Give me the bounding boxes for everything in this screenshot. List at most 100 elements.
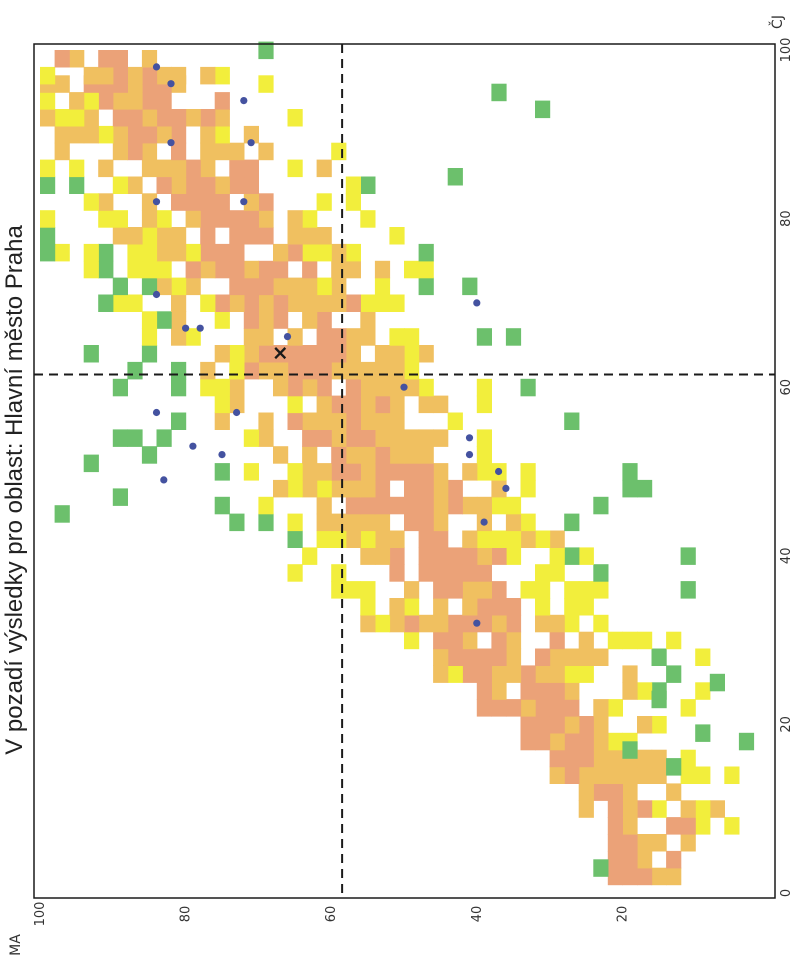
heatmap-cell bbox=[389, 446, 405, 464]
heatmap-cell bbox=[214, 142, 230, 161]
heatmap-cell bbox=[69, 92, 85, 110]
heatmap-cell bbox=[360, 176, 376, 194]
heatmap-cell bbox=[258, 294, 274, 312]
heatmap-cell bbox=[447, 648, 463, 666]
heatmap-cell bbox=[345, 513, 361, 532]
heatmap-cell bbox=[389, 496, 405, 515]
heatmap-cell bbox=[505, 513, 522, 532]
data-point bbox=[247, 139, 255, 147]
heatmap-cell bbox=[331, 361, 347, 380]
data-point bbox=[167, 80, 175, 88]
heatmap-cell bbox=[578, 648, 594, 666]
heatmap-cell bbox=[564, 581, 580, 599]
heatmap-cell bbox=[40, 159, 56, 178]
heatmap-cell bbox=[141, 92, 158, 110]
heatmap-cell bbox=[651, 766, 667, 784]
heatmap-cell bbox=[374, 378, 391, 397]
heatmap-cell bbox=[505, 648, 522, 666]
heatmap-cell bbox=[98, 243, 114, 262]
heatmap-cell bbox=[578, 581, 594, 599]
heatmap-cell bbox=[622, 631, 638, 650]
heatmap-cell bbox=[680, 834, 696, 852]
heatmap-cell bbox=[360, 479, 376, 498]
heatmap-cell bbox=[418, 446, 434, 464]
heatmap-cell bbox=[404, 598, 420, 616]
heatmap-cell bbox=[331, 328, 347, 346]
heatmap-cell bbox=[316, 227, 332, 245]
heatmap-cell bbox=[229, 395, 245, 414]
heatmap-cell bbox=[141, 210, 158, 228]
heatmap-cell bbox=[695, 817, 711, 835]
heatmap-cell bbox=[185, 210, 201, 228]
heatmap-cell bbox=[389, 361, 405, 380]
heatmap-cell bbox=[535, 648, 551, 666]
heatmap-cell bbox=[243, 294, 259, 312]
data-point bbox=[480, 518, 488, 526]
heatmap-cell bbox=[535, 581, 551, 599]
x-tick-label: 40 bbox=[779, 548, 793, 565]
heatmap-cell bbox=[505, 496, 522, 515]
heatmap-cell bbox=[171, 243, 187, 262]
heatmap-cell bbox=[141, 159, 158, 178]
heatmap-cell bbox=[302, 243, 318, 262]
heatmap-cell bbox=[141, 311, 158, 329]
heatmap-cell bbox=[141, 50, 158, 68]
heatmap-cell bbox=[141, 345, 158, 363]
heatmap-cell bbox=[258, 210, 274, 228]
heatmap-cell bbox=[331, 463, 347, 481]
heatmap-cell bbox=[200, 125, 216, 144]
heatmap-cell bbox=[112, 142, 128, 161]
heatmap-cell bbox=[243, 227, 259, 245]
heatmap-cell bbox=[360, 598, 376, 616]
heatmap-cell bbox=[185, 328, 201, 346]
heatmap-cell bbox=[287, 412, 303, 430]
heatmap-cell bbox=[40, 243, 56, 262]
heatmap-cell bbox=[549, 716, 565, 734]
heatmap-cell bbox=[331, 530, 347, 548]
heatmap-cell bbox=[622, 850, 638, 869]
heatmap-cell bbox=[389, 463, 405, 481]
heatmap-cell bbox=[316, 412, 332, 430]
heatmap-cell bbox=[462, 614, 478, 633]
heatmap-cell bbox=[564, 412, 580, 430]
heatmap-cell bbox=[287, 345, 303, 363]
heatmap-cell bbox=[491, 631, 507, 650]
heatmap-cell bbox=[243, 176, 259, 194]
heatmap-cell bbox=[637, 850, 653, 869]
heatmap-cell bbox=[491, 530, 507, 548]
heatmap-cell bbox=[593, 496, 609, 515]
heatmap-cell bbox=[331, 479, 347, 498]
heatmap-cell bbox=[535, 732, 551, 751]
heatmap-cell bbox=[54, 243, 70, 262]
heatmap-cell bbox=[214, 395, 230, 414]
heatmap-cell bbox=[462, 547, 478, 565]
heatmap-cell bbox=[112, 50, 128, 68]
heatmap-cell bbox=[433, 598, 449, 616]
heatmap-cell bbox=[127, 294, 143, 312]
heatmap-cell bbox=[243, 125, 259, 144]
heatmap-cell bbox=[112, 227, 128, 245]
heatmap-cell bbox=[389, 412, 405, 430]
heatmap-cell bbox=[404, 429, 420, 447]
heatmap-cell bbox=[345, 446, 361, 464]
heatmap-cell bbox=[171, 159, 187, 178]
heatmap-cell bbox=[258, 311, 274, 329]
heatmap-cell bbox=[200, 227, 216, 245]
heatmap-cell bbox=[302, 463, 318, 481]
x-tick-label: 0 bbox=[779, 889, 793, 897]
heatmap-cell bbox=[520, 513, 536, 532]
heatmap-cell bbox=[243, 311, 259, 329]
heatmap-cell bbox=[622, 682, 638, 700]
heatmap-cell bbox=[564, 598, 580, 616]
heatmap-cell bbox=[374, 513, 391, 532]
heatmap-cell bbox=[112, 378, 128, 397]
heatmap-cell bbox=[229, 227, 245, 245]
heatmap-cell bbox=[651, 800, 667, 818]
heatmap-cell bbox=[404, 479, 420, 498]
heatmap-cell bbox=[476, 395, 492, 414]
heatmap-cell bbox=[360, 429, 376, 447]
heatmap-cell bbox=[54, 505, 70, 523]
heatmap-cell bbox=[535, 682, 551, 700]
heatmap-cell bbox=[418, 496, 434, 515]
heatmap-cell bbox=[287, 530, 303, 548]
